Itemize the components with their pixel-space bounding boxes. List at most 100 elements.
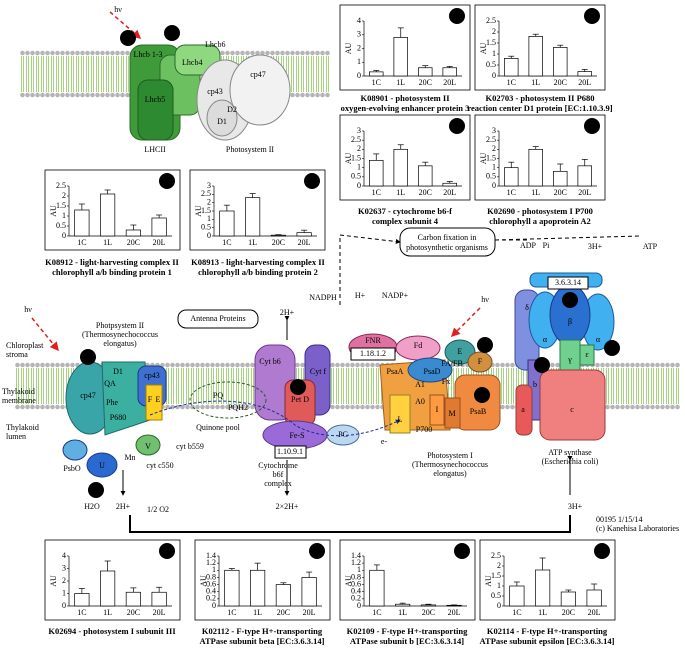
badge [120,30,136,46]
diagram-label: 2H+ [116,502,131,511]
diagram-label: Pi [543,241,550,250]
chart: 0 0.5 1 1.5 2 2.5 AU 1C 1L 20C 20L 4 K02703 - photos… [467,4,613,113]
x-tick-label: 1C [227,608,236,617]
chart-caption: K08901 - photosystem II [360,93,450,103]
chart-caption: K08913 - light-harvesting complex II [191,257,325,267]
bar [151,591,167,607]
y-tick-label: 0.6 [206,579,216,588]
y-tick-label: 1 [357,565,361,574]
diagram-label: Photpsystem II [96,321,145,330]
diagram-label: LHCII [144,145,166,154]
y-tick-label: 3 [357,30,361,39]
diagram-label: Photosystem I [427,451,473,460]
chart-caption: oxygen-evolving enhancer protein 3 [341,103,470,113]
y-tick-label: 2 [492,27,496,36]
bar [74,593,90,607]
x-tick-label: 20L [578,188,591,197]
diagram-label: elongatus) [433,469,467,478]
diagram-label: lumen [6,432,26,441]
diagram-label: Fe-S [289,431,304,440]
y-tick-label: 2.5 [486,16,496,25]
bar [535,569,551,607]
diagram-label: QA [104,379,116,388]
chart: 00.511.522.5 AU 1C 1L 20C 20L 10 K02114 - F-typ… [480,539,616,646]
y-tick-label: 0 [497,601,501,610]
y-axis-label: AU [49,205,58,217]
diagram-label: hν [24,305,32,314]
diagram-label: H+ [355,291,366,300]
y-tick-label: 3 [62,563,66,572]
chart-caption: K02109 - F-type H+-transporting [347,626,469,636]
chart-caption: K02114 - F-type H+-transporting [487,626,608,636]
diagram-label: PsaB [470,407,486,416]
bar [393,148,408,187]
bar [125,591,141,607]
diagram-label: Thylakoid [2,387,35,396]
diagram-label: ATP [643,242,658,251]
bar [420,604,436,607]
diagram-label: Cytochrome [258,461,298,470]
chart-caption: ATPase subunit epsilon [EC:3.6.3.14] [480,636,615,646]
x-tick-label: 20C [277,608,290,617]
chart-caption: K02690 - photosystem I P700 [487,206,593,216]
y-tick-label: 0 [357,71,361,80]
y-tick-label: 2.5 [201,189,211,198]
diagram-label: 1.18.1.2 [360,349,386,358]
y-tick-label: 0 [357,181,361,190]
y-tick-label: 1 [212,565,216,574]
badge-number: 8 [315,546,319,555]
badge-number: 4 [86,352,90,361]
diagram-label: Lhcb5 [145,95,165,104]
diagram-label: hν [114,5,122,14]
x-tick-label: 1C [372,188,381,197]
y-tick-label: 0.5 [486,60,496,69]
bar [418,67,433,77]
badge-number: 10 [598,546,606,555]
x-tick-label: 1C [512,608,521,617]
diagram-label: Lhcb6 [205,40,225,49]
y-tick-label: 1 [62,211,66,220]
bar [100,193,116,237]
bar [369,71,384,77]
y-tick-label: 4 [62,551,66,560]
badge-number: 5 [455,121,459,130]
badge-number: 6 [480,390,484,399]
diagram-label: Photosystem II [226,145,275,154]
diagram-label: Cyt f [310,367,327,376]
diagram-label: P700 [416,425,432,434]
y-tick-label: 0.2 [351,594,361,603]
badge [290,379,306,395]
y-tick-label: 0.5 [486,172,496,181]
badge-number: 2 [170,28,174,37]
diagram-label: NADPH [309,293,337,302]
diagram-label: γ [567,355,572,364]
bar [577,165,592,187]
y-tick-label: 0 [357,601,361,610]
bar [504,58,519,77]
x-tick-label: 1L [103,238,112,247]
bar [553,170,568,187]
y-tick-label: 0.5 [56,221,66,230]
x-tick-label: 1C [507,188,516,197]
diagram-label: I [436,405,439,414]
x-tick-label: 1C [77,608,86,617]
diagram-label: δ [525,303,529,312]
diagram-label: (Thermosynechococcus [82,330,158,339]
badge [304,173,320,189]
x-tick-label: 20L [443,78,456,87]
chart-caption: ATPase subunit b [EC:3.6.3.14] [350,636,464,646]
diagram-label: cp47 [80,391,96,400]
diagram-label: A0 [415,397,425,406]
chart-caption: chlorophyll a apoprotein A2 [489,216,590,226]
y-axis-label: AU [484,575,493,587]
badge-number: 6 [590,121,594,130]
x-tick-label: 20C [272,238,285,247]
diagram-label: β [568,317,572,326]
badge [604,340,620,356]
chart-caption: K02694 - photosystem I subunit III [48,626,176,636]
bar [577,71,592,77]
diagram-label: photosynthetic organisms [406,243,488,252]
y-axis-label: AU [479,153,488,165]
